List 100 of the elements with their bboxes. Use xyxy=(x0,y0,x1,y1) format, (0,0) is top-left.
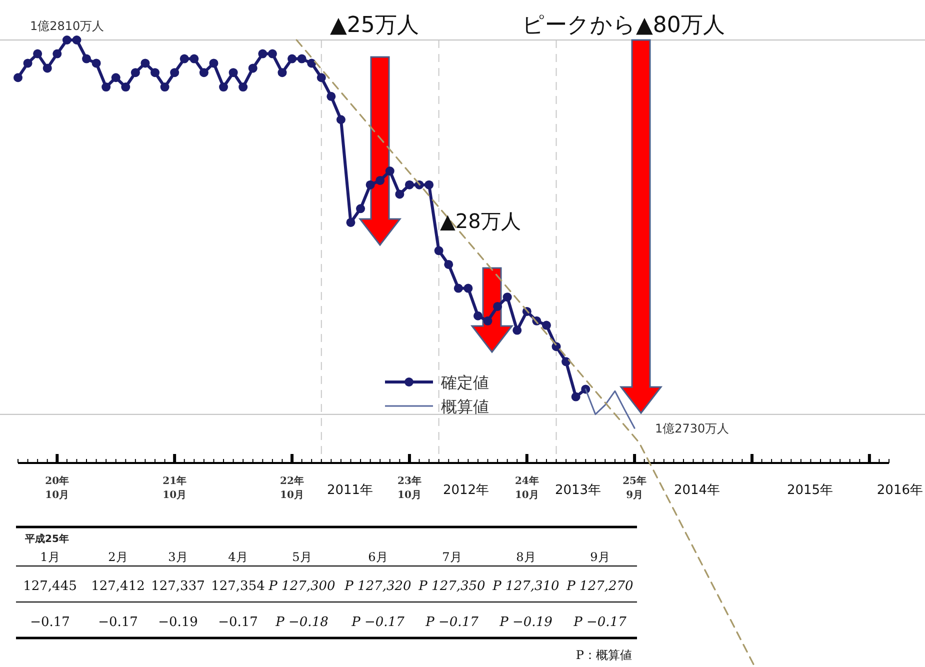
annotation: −0.17 xyxy=(98,615,138,630)
point xyxy=(33,49,42,58)
annotation: 4月 xyxy=(228,550,248,564)
annotation: 2016年 xyxy=(876,483,923,498)
point xyxy=(376,176,385,185)
annotation: 9月 xyxy=(590,550,610,564)
x-tick-label: 22年 10月 xyxy=(280,475,304,501)
point xyxy=(258,49,268,58)
point xyxy=(180,54,189,64)
annotation: P −0.18 xyxy=(274,615,328,630)
annotation: −0.17 xyxy=(218,615,258,630)
point xyxy=(316,73,326,82)
point xyxy=(571,392,580,402)
annotation: 127,337 xyxy=(151,579,205,594)
annotation: 127,445 xyxy=(23,579,77,594)
point xyxy=(140,58,150,68)
point xyxy=(356,204,366,214)
point xyxy=(288,54,297,64)
point xyxy=(473,311,482,320)
annotation: 7月 xyxy=(442,550,462,564)
point xyxy=(14,73,22,82)
point xyxy=(562,357,571,366)
annotation: 2月 xyxy=(108,550,128,564)
x-tick-label: 21年 10月 xyxy=(162,475,187,501)
x-tick-label: 23年 10月 xyxy=(398,475,422,501)
annotation: 127,354 xyxy=(211,579,265,594)
point xyxy=(512,326,522,335)
legend-label: 概算値 xyxy=(441,397,489,416)
annotation: P：概算値 xyxy=(576,648,632,662)
point xyxy=(464,284,473,293)
annotation: −0.17 xyxy=(30,615,70,630)
point xyxy=(82,54,92,64)
annotation: 5月 xyxy=(292,550,312,564)
point xyxy=(170,68,180,78)
point xyxy=(493,302,502,311)
point xyxy=(102,82,111,92)
annotation: P −0.17 xyxy=(424,615,480,630)
annotation: 2015年 xyxy=(786,483,834,498)
annotation: 2014年 xyxy=(674,483,720,498)
point xyxy=(121,82,130,92)
annotation: 2012年 xyxy=(442,483,490,498)
annotation: P 127,270 xyxy=(566,579,634,594)
point xyxy=(444,260,454,269)
point xyxy=(307,58,316,68)
point xyxy=(454,284,463,293)
annotation: P 127,300 xyxy=(268,579,336,594)
point xyxy=(404,180,414,190)
annotation: 6月 xyxy=(368,550,388,564)
annotation: P −0.17 xyxy=(350,615,406,630)
point xyxy=(52,49,62,58)
annotation: P 127,320 xyxy=(344,579,412,594)
point xyxy=(209,58,218,68)
point xyxy=(395,190,404,199)
point xyxy=(346,218,356,227)
point xyxy=(336,115,346,124)
annotation: P −0.17 xyxy=(572,615,628,630)
point xyxy=(268,49,277,58)
point xyxy=(424,180,434,190)
point xyxy=(62,36,72,44)
point xyxy=(219,82,228,92)
ref-line-label: 1億2810万人 xyxy=(30,19,104,33)
annotation: ▲28万人 xyxy=(440,209,521,233)
point xyxy=(434,246,444,256)
annotation: 1月 xyxy=(40,550,60,564)
point xyxy=(130,68,140,78)
annotation: 平成25年 xyxy=(24,533,69,545)
point xyxy=(199,68,208,78)
point xyxy=(238,82,248,92)
annotation: 8月 xyxy=(516,550,536,564)
point xyxy=(72,36,82,44)
annotation: P 127,310 xyxy=(492,579,560,594)
point xyxy=(326,92,336,101)
point xyxy=(385,166,394,176)
point xyxy=(111,73,120,82)
point xyxy=(190,54,199,64)
point xyxy=(542,320,551,330)
legend-label: 確定値 xyxy=(440,373,489,392)
point xyxy=(366,180,375,190)
point xyxy=(483,316,492,326)
point xyxy=(297,54,306,64)
point xyxy=(92,58,101,68)
x-tick-label: 25年 9月 xyxy=(622,475,647,501)
annotation: P −0.19 xyxy=(498,615,552,630)
annotation: P 127,350 xyxy=(418,579,486,594)
x-tick-label: 20年 10月 xyxy=(45,475,70,501)
annotation: 2011年 xyxy=(326,483,374,498)
point xyxy=(278,68,287,78)
x-tick-label: 24年 10月 xyxy=(514,475,539,501)
point xyxy=(248,64,258,73)
text: ▲25万人 xyxy=(330,13,419,38)
point xyxy=(160,82,170,92)
point xyxy=(502,292,512,302)
point xyxy=(228,68,238,78)
text: ピークから▲80万人 xyxy=(522,13,725,38)
ref-line-label: 1億2730万人 xyxy=(655,421,730,436)
point xyxy=(23,58,32,68)
annotation: 2013年 xyxy=(554,483,602,498)
annotation: 127,412 xyxy=(91,579,145,594)
annotation: 3月 xyxy=(168,550,188,564)
point xyxy=(150,68,160,78)
